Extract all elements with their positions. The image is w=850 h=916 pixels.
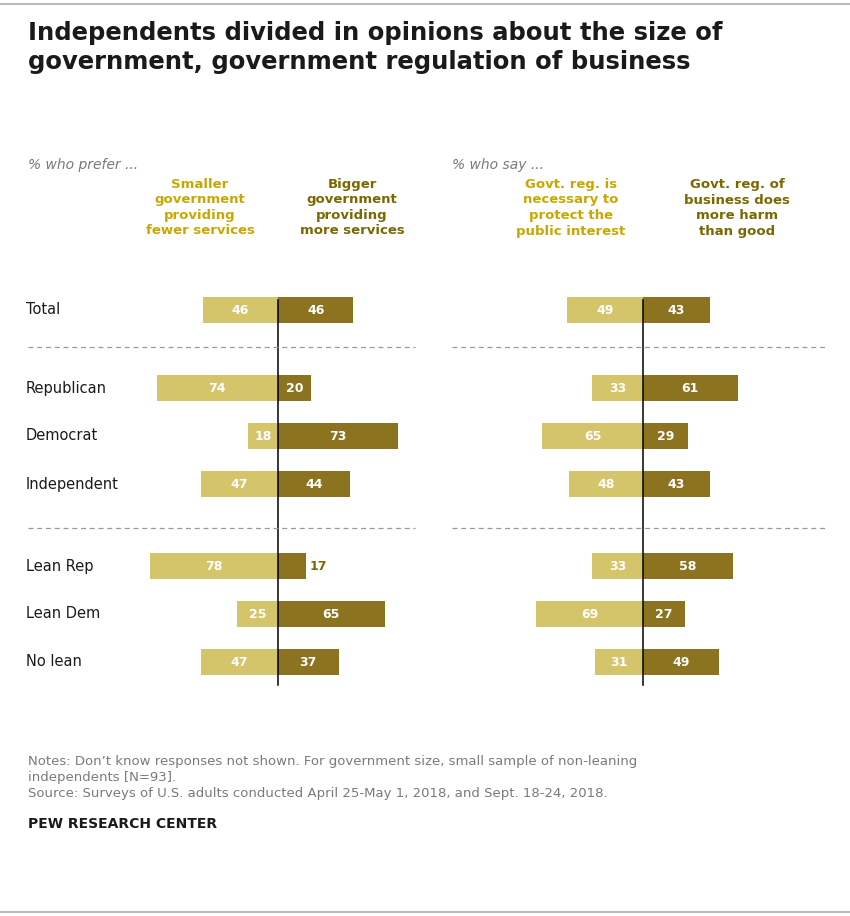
Bar: [643, 601, 685, 627]
Bar: [150, 553, 278, 579]
Bar: [592, 553, 643, 579]
Text: 49: 49: [597, 303, 614, 317]
Text: 33: 33: [609, 381, 626, 395]
Text: 27: 27: [655, 607, 672, 620]
Text: 47: 47: [230, 656, 248, 669]
Bar: [278, 423, 398, 449]
Text: 37: 37: [300, 656, 317, 669]
Text: 31: 31: [610, 656, 627, 669]
Text: 46: 46: [307, 303, 325, 317]
Bar: [595, 649, 643, 675]
Bar: [567, 297, 643, 323]
Text: 44: 44: [305, 477, 323, 490]
Text: Govt. reg. of
business does
more harm
than good: Govt. reg. of business does more harm th…: [684, 178, 790, 237]
Text: 69: 69: [581, 607, 598, 620]
Text: Independent: Independent: [26, 476, 119, 492]
Text: 20: 20: [286, 381, 303, 395]
Bar: [248, 423, 278, 449]
Text: Democrat: Democrat: [26, 429, 99, 443]
Bar: [156, 375, 278, 401]
Text: 17: 17: [310, 560, 327, 572]
Text: 43: 43: [667, 477, 685, 490]
Bar: [278, 649, 338, 675]
Bar: [237, 601, 278, 627]
Bar: [201, 471, 278, 497]
Text: 65: 65: [323, 607, 340, 620]
Bar: [643, 553, 733, 579]
Bar: [569, 471, 643, 497]
Text: Lean Rep: Lean Rep: [26, 559, 94, 573]
Text: Bigger
government
providing
more services: Bigger government providing more service…: [299, 178, 405, 237]
Text: 29: 29: [657, 430, 674, 442]
Text: Total: Total: [26, 302, 60, 318]
Text: % who say ...: % who say ...: [452, 158, 544, 172]
Text: 49: 49: [672, 656, 689, 669]
Bar: [278, 553, 306, 579]
Text: 43: 43: [667, 303, 685, 317]
Text: 47: 47: [230, 477, 248, 490]
Text: independents [N=93].: independents [N=93].: [28, 771, 176, 784]
Text: PEW RESEARCH CENTER: PEW RESEARCH CENTER: [28, 817, 217, 831]
Text: 65: 65: [584, 430, 601, 442]
Bar: [278, 375, 311, 401]
Bar: [643, 649, 719, 675]
Bar: [592, 375, 643, 401]
Text: 18: 18: [254, 430, 272, 442]
Text: Notes: Don’t know responses not shown. For government size, small sample of non-: Notes: Don’t know responses not shown. F…: [28, 755, 637, 768]
Text: 33: 33: [609, 560, 626, 572]
Bar: [278, 601, 384, 627]
Bar: [643, 375, 738, 401]
Text: 25: 25: [249, 607, 266, 620]
Text: % who prefer ...: % who prefer ...: [28, 158, 138, 172]
Bar: [201, 649, 278, 675]
Text: 58: 58: [679, 560, 697, 572]
Bar: [536, 601, 643, 627]
Bar: [643, 297, 710, 323]
Text: 73: 73: [329, 430, 347, 442]
Text: 78: 78: [206, 560, 223, 572]
Bar: [542, 423, 643, 449]
Text: 46: 46: [231, 303, 249, 317]
Text: Lean Dem: Lean Dem: [26, 606, 100, 621]
Bar: [202, 297, 278, 323]
Text: Source: Surveys of U.S. adults conducted April 25-May 1, 2018, and Sept. 18-24, : Source: Surveys of U.S. adults conducted…: [28, 787, 608, 800]
Text: 61: 61: [682, 381, 699, 395]
Text: Govt. reg. is
necessary to
protect the
public interest: Govt. reg. is necessary to protect the p…: [516, 178, 626, 237]
Text: 74: 74: [208, 381, 226, 395]
Text: No lean: No lean: [26, 655, 82, 670]
Bar: [278, 297, 354, 323]
Text: Smaller
government
providing
fewer services: Smaller government providing fewer servi…: [145, 178, 254, 237]
Text: Republican: Republican: [26, 380, 107, 396]
Text: Independents divided in opinions about the size of
government, government regula: Independents divided in opinions about t…: [28, 21, 722, 74]
Bar: [278, 471, 350, 497]
Text: 48: 48: [597, 477, 615, 490]
Bar: [643, 423, 688, 449]
Bar: [643, 471, 710, 497]
